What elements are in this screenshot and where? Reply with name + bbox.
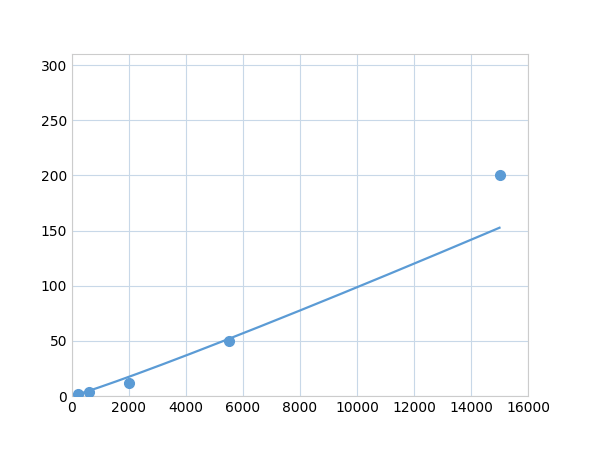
Point: [84, 388, 94, 395]
Point: [224, 337, 233, 344]
Point: [124, 379, 134, 387]
Point: [494, 172, 504, 179]
Point: [73, 390, 83, 397]
